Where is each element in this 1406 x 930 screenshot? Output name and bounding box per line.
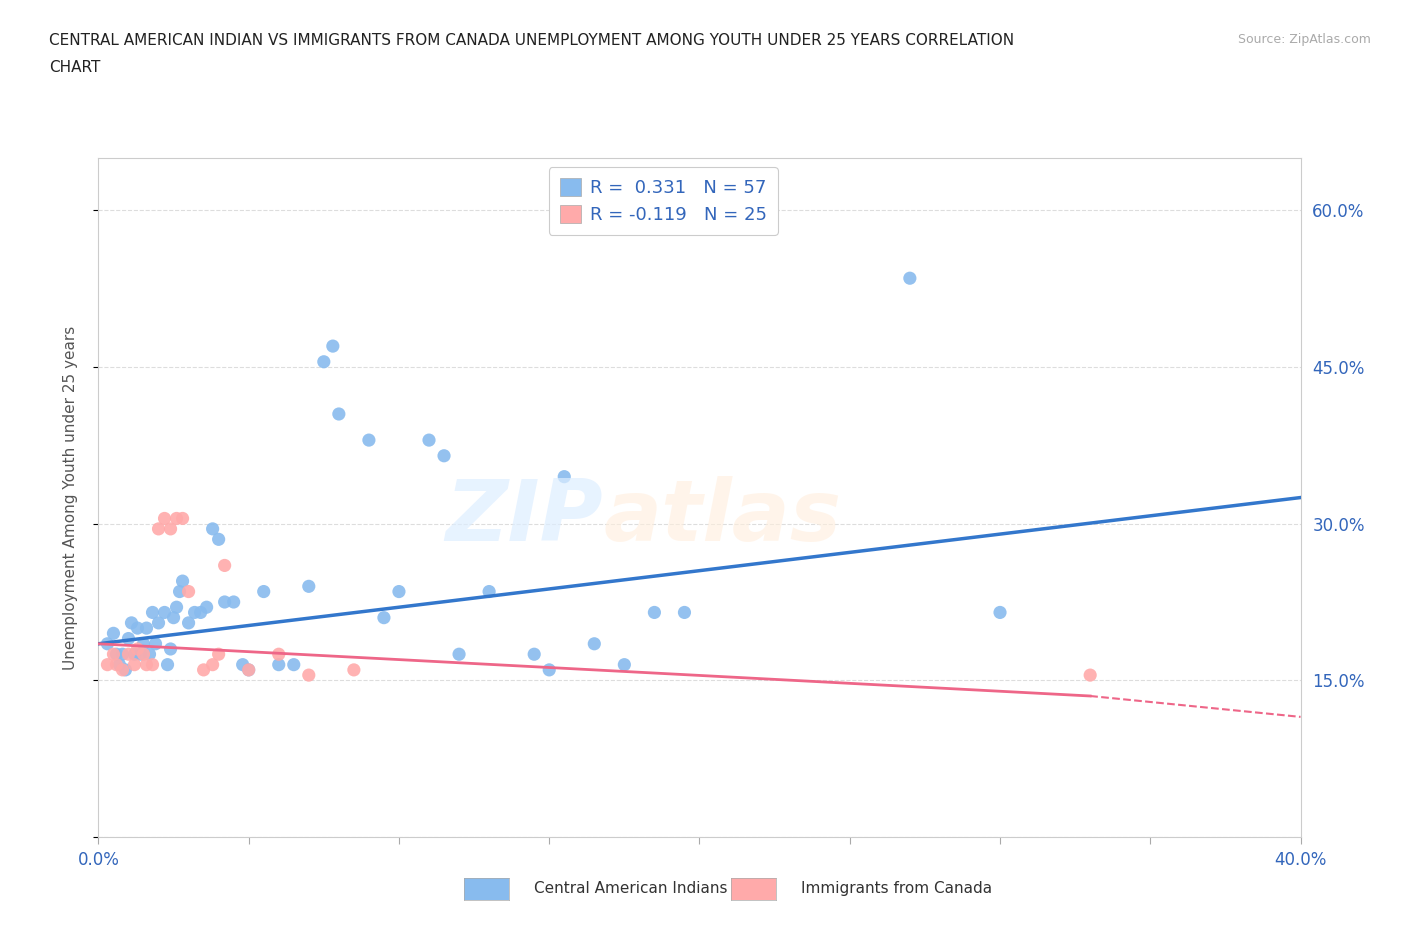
- Text: Source: ZipAtlas.com: Source: ZipAtlas.com: [1237, 33, 1371, 46]
- Point: [478, 584, 501, 599]
- Point: [135, 620, 157, 635]
- Point: [418, 432, 440, 447]
- Point: [538, 662, 561, 677]
- Point: [111, 646, 134, 661]
- Point: [312, 354, 335, 369]
- Point: [132, 646, 155, 661]
- Point: [988, 605, 1011, 620]
- Point: [156, 658, 179, 672]
- Y-axis label: Unemployment Among Youth under 25 years: Unemployment Among Youth under 25 years: [63, 326, 77, 670]
- Point: [103, 626, 125, 641]
- Point: [523, 646, 546, 661]
- Point: [105, 646, 128, 661]
- Point: [1078, 668, 1101, 683]
- Point: [201, 522, 224, 537]
- Point: [253, 584, 276, 599]
- Point: [613, 658, 636, 672]
- Point: [193, 662, 215, 677]
- Point: [111, 662, 134, 677]
- Point: [127, 642, 149, 657]
- Point: [127, 620, 149, 635]
- Point: [298, 668, 321, 683]
- Point: [162, 610, 184, 625]
- Point: [238, 662, 260, 677]
- Point: [96, 636, 118, 651]
- Point: [643, 605, 665, 620]
- Point: [388, 584, 411, 599]
- Point: [208, 646, 231, 661]
- Point: [298, 578, 321, 593]
- Point: [208, 532, 231, 547]
- Text: Central American Indians: Central American Indians: [534, 881, 728, 896]
- Point: [96, 658, 118, 672]
- Point: [124, 646, 146, 661]
- Text: ZIP: ZIP: [446, 476, 603, 560]
- Point: [283, 658, 305, 672]
- Point: [177, 616, 200, 631]
- Point: [267, 658, 290, 672]
- Point: [201, 658, 224, 672]
- Text: CHART: CHART: [49, 60, 101, 75]
- Point: [103, 646, 125, 661]
- Point: [214, 558, 236, 573]
- Point: [177, 584, 200, 599]
- Point: [357, 432, 380, 447]
- Text: atlas: atlas: [603, 476, 841, 560]
- Point: [132, 636, 155, 651]
- Point: [433, 448, 456, 463]
- Point: [583, 636, 606, 651]
- Point: [159, 522, 181, 537]
- Point: [267, 646, 290, 661]
- Point: [898, 271, 921, 286]
- Point: [153, 605, 176, 620]
- Point: [232, 658, 254, 672]
- Legend: R =  0.331   N = 57, R = -0.119   N = 25: R = 0.331 N = 57, R = -0.119 N = 25: [548, 167, 778, 234]
- Point: [148, 522, 170, 537]
- Point: [108, 658, 131, 672]
- Point: [373, 610, 395, 625]
- Point: [553, 470, 575, 485]
- Point: [673, 605, 696, 620]
- Point: [447, 646, 470, 661]
- Point: [238, 662, 260, 677]
- Point: [166, 600, 188, 615]
- Point: [114, 662, 136, 677]
- Text: CENTRAL AMERICAN INDIAN VS IMMIGRANTS FROM CANADA UNEMPLOYMENT AMONG YOUTH UNDER: CENTRAL AMERICAN INDIAN VS IMMIGRANTS FR…: [49, 33, 1014, 47]
- Point: [117, 631, 139, 646]
- Point: [322, 339, 344, 353]
- Point: [222, 594, 245, 609]
- Point: [159, 642, 181, 657]
- Point: [121, 616, 143, 631]
- Point: [135, 658, 157, 672]
- Point: [141, 658, 163, 672]
- Point: [138, 646, 160, 661]
- Point: [166, 511, 188, 525]
- Point: [183, 605, 205, 620]
- Point: [124, 658, 146, 672]
- Point: [153, 511, 176, 525]
- Point: [105, 658, 128, 672]
- Point: [343, 662, 366, 677]
- Point: [190, 605, 212, 620]
- Point: [141, 605, 163, 620]
- Point: [214, 594, 236, 609]
- Point: [172, 511, 194, 525]
- Point: [148, 616, 170, 631]
- Point: [172, 574, 194, 589]
- Point: [117, 646, 139, 661]
- Point: [169, 584, 191, 599]
- Text: Immigrants from Canada: Immigrants from Canada: [801, 881, 993, 896]
- Point: [129, 646, 152, 661]
- Point: [328, 406, 350, 421]
- Point: [195, 600, 218, 615]
- Point: [145, 636, 167, 651]
